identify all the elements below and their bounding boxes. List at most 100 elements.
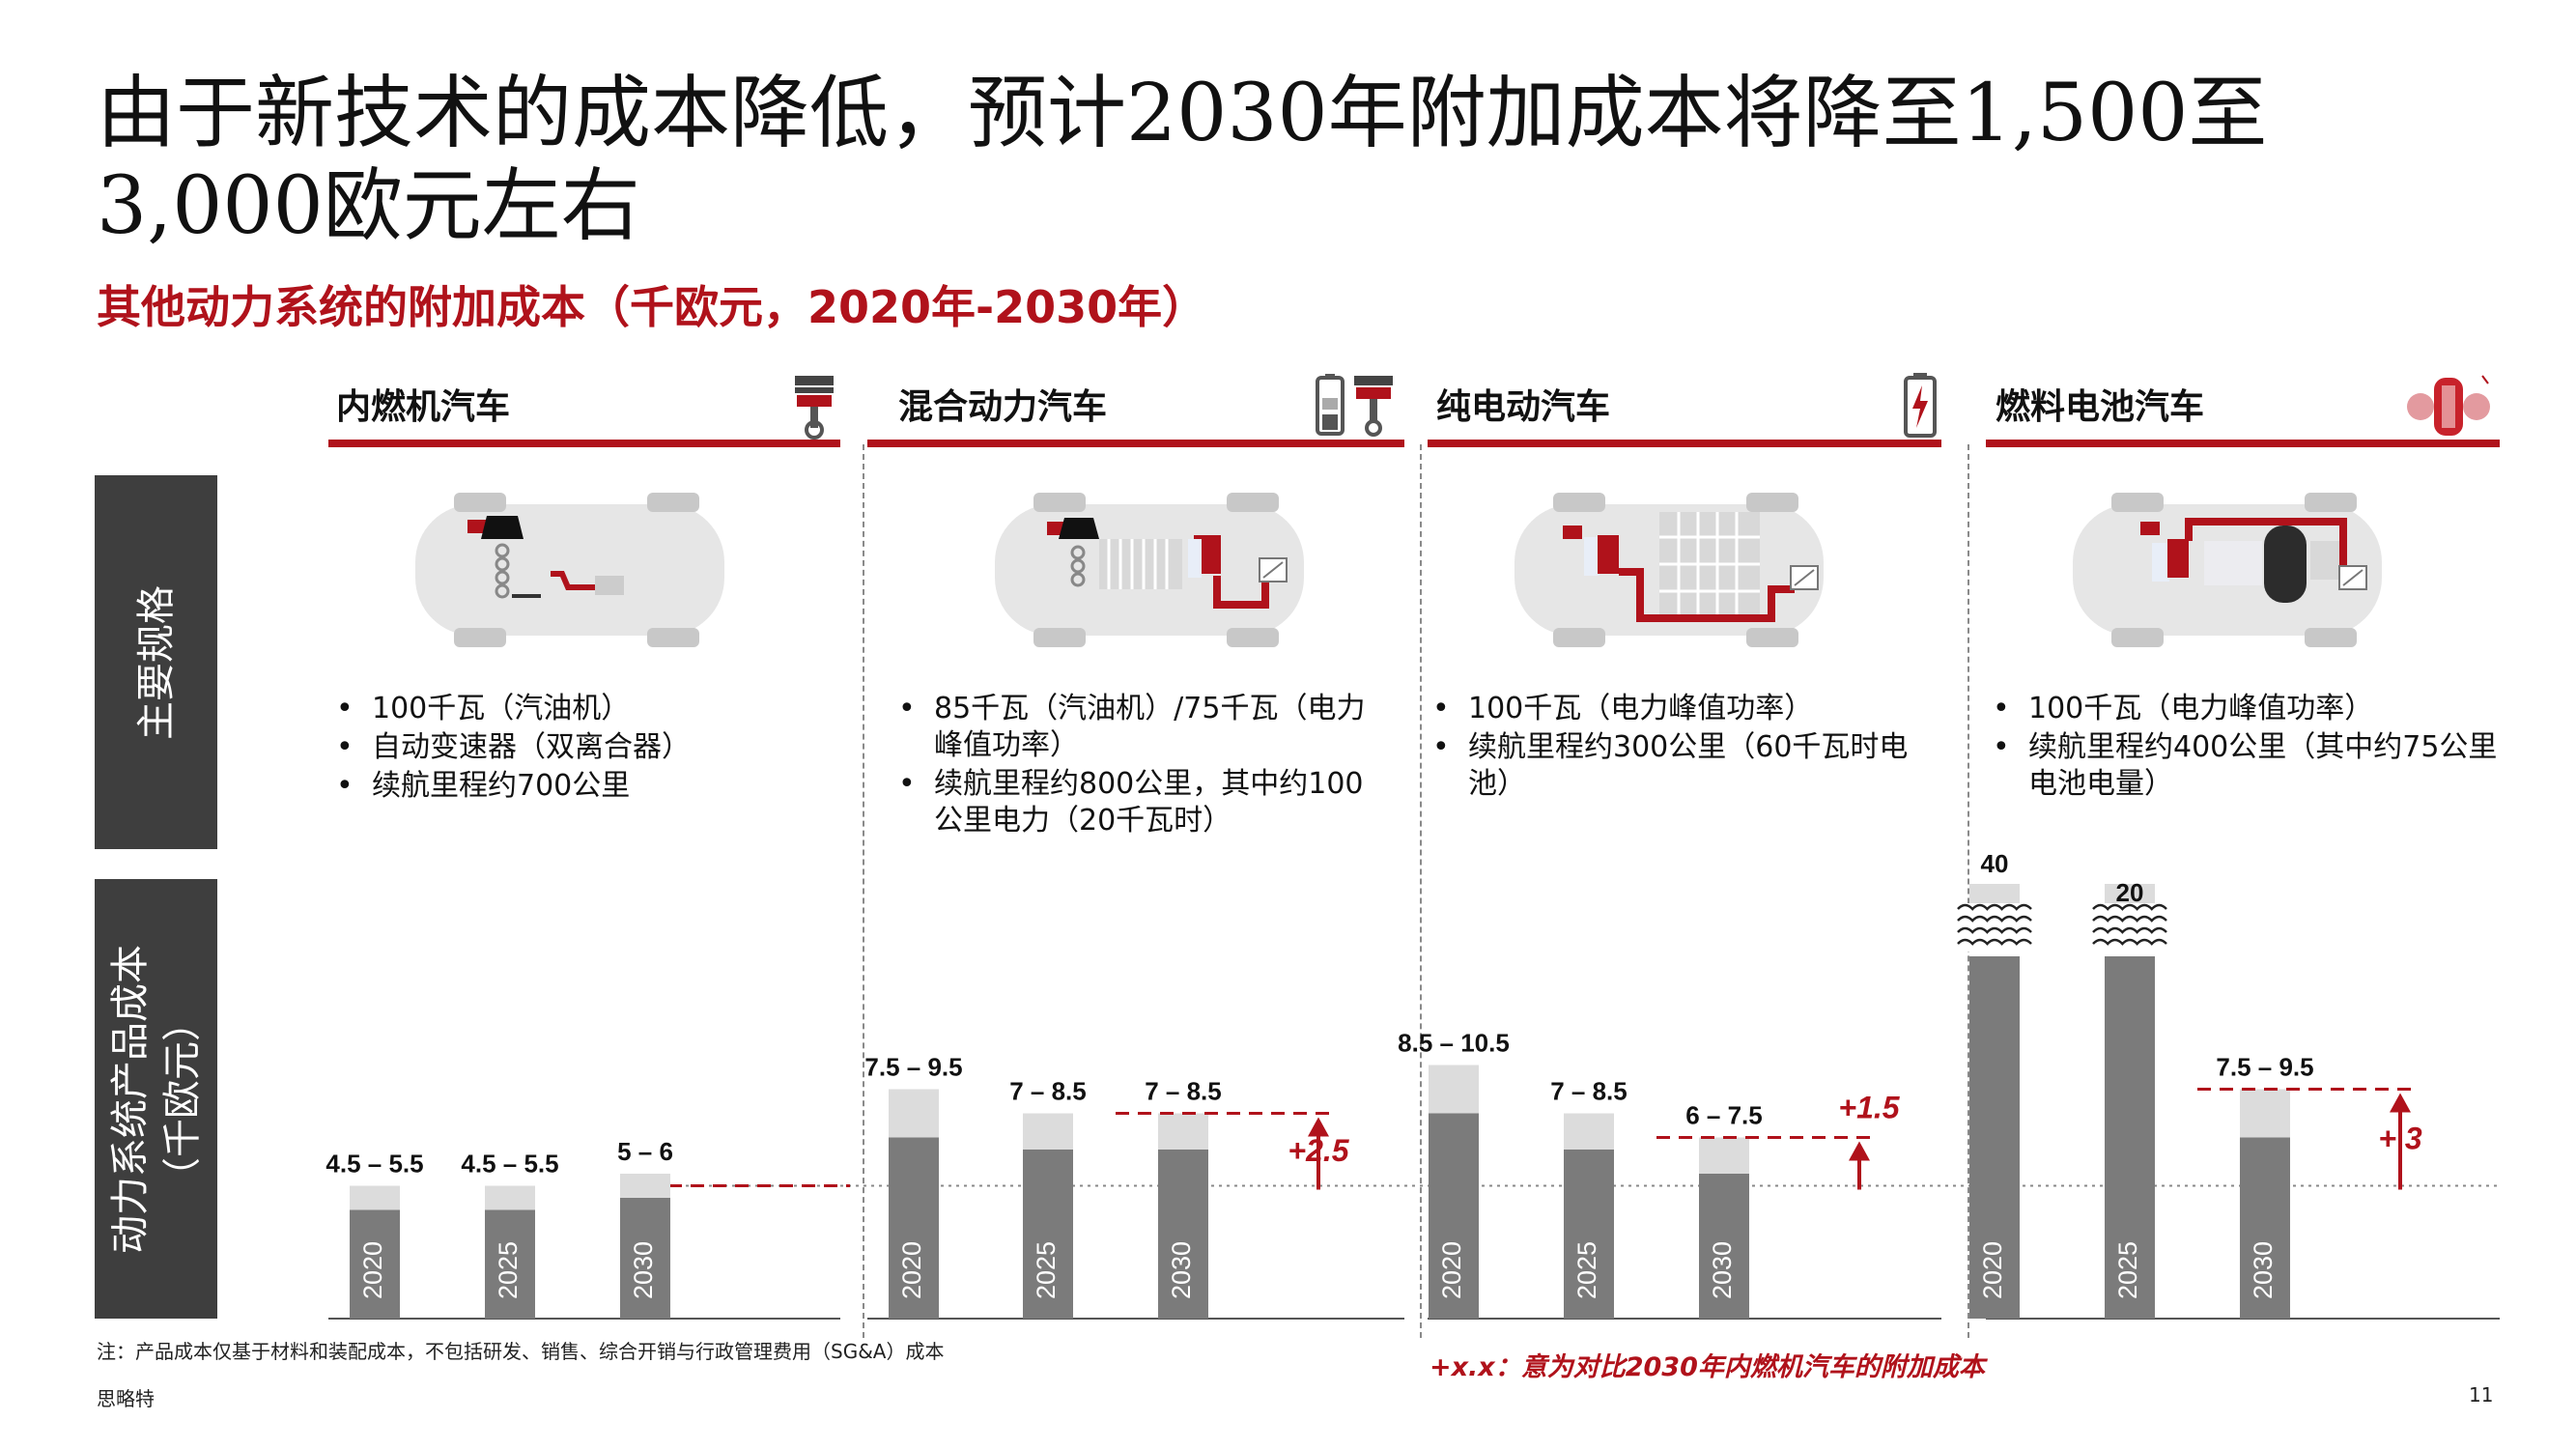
column-header-fcev: 燃料电池汽车: [1996, 387, 2205, 427]
bar-range: [1429, 1065, 1479, 1114]
column-underline-hybrid: [867, 440, 1404, 447]
bar-year-label: 2020: [1437, 1241, 1466, 1299]
spec-item: 100千瓦（电力峰值功率）: [1425, 691, 1927, 727]
delta-arrow-head: [1308, 1117, 1329, 1137]
column-underline-fcev: [1986, 440, 2500, 447]
delta-arrow-head: [1849, 1141, 1870, 1161]
bar-year-label: 2030: [2249, 1241, 2278, 1299]
bar-value-label: 7 – 8.5: [1550, 1077, 1628, 1106]
column-underline-ice: [328, 440, 840, 447]
axis-break-wave: [1957, 938, 2032, 946]
specs-list-fcev: 100千瓦（电力峰值功率） 续航里程约400公里（其中约75公里电池电量）: [1985, 691, 2506, 805]
bar-year-label: 2030: [1167, 1241, 1196, 1299]
bar-range: [889, 1089, 939, 1138]
bar-range: [620, 1174, 670, 1198]
column-divider: [1967, 444, 1969, 1338]
column-header-bev: 纯电动汽车: [1436, 387, 1611, 427]
bar-solid: [1969, 956, 2020, 1319]
delta-label: + 3: [2378, 1122, 2422, 1156]
battery-charge-icon: [1904, 373, 1937, 438]
axis-break-wave: [2092, 926, 2167, 934]
spec-item: 100千瓦（汽油机）: [328, 691, 831, 727]
bar-range: [1564, 1113, 1614, 1150]
bar-range: [2240, 1089, 2290, 1138]
fcev-car-illustration: [2073, 493, 2382, 647]
bar-solid: [1158, 1150, 1208, 1319]
axis-break-wave: [2092, 915, 2167, 923]
bar-value-label: 40: [1981, 849, 2009, 878]
ice-car-illustration: [415, 493, 724, 647]
bar-value-label: 7 – 8.5: [1145, 1077, 1222, 1106]
spec-item: 自动变速器（双离合器）: [328, 729, 831, 766]
footnote: 注：产品成本仅基于材料和装配成本，不包括研发、销售、综合开销与行政管理费用（SG…: [97, 1340, 945, 1363]
delta-arrow-head: [2390, 1093, 2411, 1113]
bar-solid: [1023, 1150, 1073, 1319]
column-header-hybrid: 混合动力汽车: [898, 387, 1108, 427]
bev-car-illustration: [1514, 493, 1824, 647]
bar-year-label: 2025: [1572, 1241, 1601, 1299]
bar-range: [1699, 1137, 1749, 1174]
column-underline-bev: [1428, 440, 1941, 447]
row-label-specs: 主要规格: [95, 475, 217, 849]
bar-year-label: 2030: [1708, 1241, 1737, 1299]
bar-solid: [2105, 956, 2155, 1319]
bar-value-label: 6 – 7.5: [1685, 1101, 1763, 1130]
column-divider: [1420, 444, 1422, 1338]
axis-break-wave: [1957, 915, 2032, 923]
bar-value-label: 8.5 – 10.5: [1398, 1029, 1510, 1058]
bar-solid: [2240, 1137, 2290, 1319]
axis-break-wave: [2092, 903, 2167, 911]
bar-year-label: 2025: [1032, 1241, 1061, 1299]
spec-item: 续航里程约700公里: [328, 768, 831, 805]
row-label-cost: 动力系统产品成本 （千欧元）: [95, 879, 217, 1319]
battery-and-piston-icon: [1316, 374, 1393, 437]
spec-item: 续航里程约300公里（60千瓦时电池）: [1425, 729, 1927, 803]
chart-subtitle: 其他动力系统的附加成本（千欧元，2020年-2030年）: [97, 281, 1207, 333]
bar-solid: [620, 1198, 670, 1319]
hybrid-car-illustration: [995, 493, 1304, 647]
axis-break-wave: [1957, 903, 2032, 911]
bar-year-label: 2025: [2113, 1241, 2142, 1299]
bar-year-label: 2020: [1978, 1241, 2007, 1299]
spec-item: 续航里程约800公里，其中约100公里电力（20千瓦时）: [891, 766, 1383, 839]
bar-value-label: 20: [2116, 878, 2144, 907]
column-header-ice: 内燃机汽车: [336, 387, 511, 427]
bar-range: [485, 1185, 535, 1210]
bar-solid: [1429, 1113, 1479, 1319]
bar-range: [1158, 1113, 1208, 1150]
delta-label: +2.5: [1288, 1133, 1349, 1168]
hydrogen-tank-icon: [2407, 375, 2490, 436]
bar-year-label: 2030: [629, 1241, 658, 1299]
bar-value-label: 4.5 – 5.5: [326, 1150, 423, 1179]
source-label: 思略特: [97, 1387, 155, 1410]
bar-range: [2105, 884, 2155, 903]
column-divider: [863, 444, 864, 1338]
bar-solid: [1564, 1150, 1614, 1319]
bar-value-label: 7.5 – 9.5: [2216, 1053, 2313, 1082]
bar-year-label: 2020: [358, 1241, 387, 1299]
page-title: 由于新技术的成本降低，预计2030年附加成本将降至1,500至3,000欧元左右: [97, 68, 2268, 252]
piston-icon: [795, 376, 834, 440]
bar-value-label: 7 – 8.5: [1009, 1077, 1087, 1106]
bar-year-label: 2020: [897, 1241, 926, 1299]
bar-year-label: 2025: [494, 1241, 523, 1299]
bar-solid: [889, 1137, 939, 1319]
specs-list-hybrid: 85千瓦（汽油机）/75千瓦（电力峰值功率） 续航里程约800公里，其中约100…: [891, 691, 1383, 841]
delta-label: +1.5: [1838, 1091, 1900, 1125]
bar-value-label: 5 – 6: [617, 1137, 673, 1166]
page-number: 11: [2469, 1383, 2494, 1406]
spec-item: 续航里程约400公里（其中约75公里电池电量）: [1985, 729, 2506, 803]
bar-value-label: 4.5 – 5.5: [461, 1150, 558, 1179]
bar-range: [1969, 884, 2020, 903]
bar-range: [350, 1185, 400, 1210]
bar-range: [1023, 1113, 1073, 1150]
specs-list-ice: 100千瓦（汽油机） 自动变速器（双离合器） 续航里程约700公里: [328, 691, 831, 807]
bar-solid: [1699, 1174, 1749, 1319]
axis-break-wave: [1957, 926, 2032, 934]
spec-item: 85千瓦（汽油机）/75千瓦（电力峰值功率）: [891, 691, 1383, 764]
spec-item: 100千瓦（电力峰值功率）: [1985, 691, 2506, 727]
bar-solid: [485, 1209, 535, 1319]
axis-break-wave: [2092, 938, 2167, 946]
bar-solid: [350, 1209, 400, 1319]
